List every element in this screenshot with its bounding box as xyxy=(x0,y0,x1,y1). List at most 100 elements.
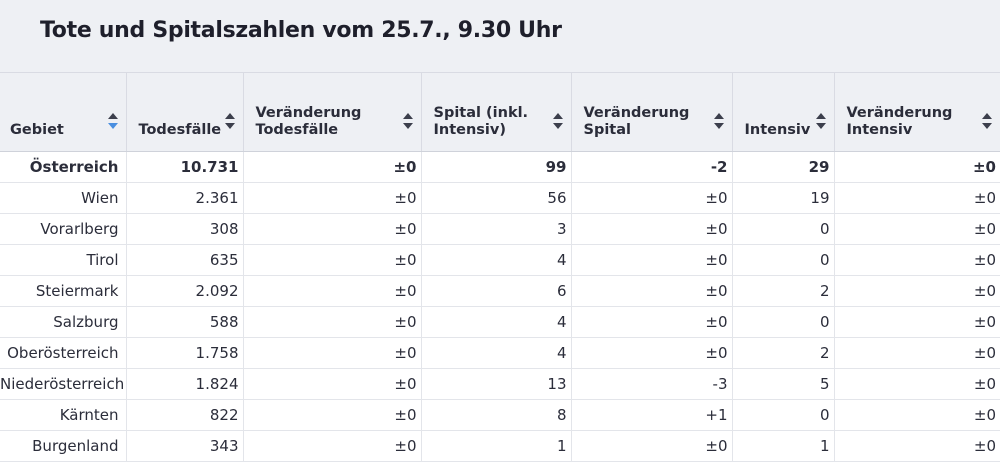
table-row: Niederösterreich 1.824 ±0 13 -3 5 ±0 xyxy=(0,368,1000,400)
cell-deaths-change: ±0 xyxy=(242,151,421,183)
sort-icon[interactable] xyxy=(713,113,724,129)
sort-icon[interactable] xyxy=(982,113,992,129)
cell-icu-change: ±0 xyxy=(833,151,1000,183)
cell-deaths: 308 xyxy=(125,213,243,245)
page-title: Tote und Spitalszahlen vom 25.7., 9.30 U… xyxy=(40,18,562,43)
cell-hospital: 13 xyxy=(420,368,571,400)
table-row: Oberösterreich 1.758 ±0 4 ±0 2 ±0 xyxy=(0,337,1000,369)
sort-icon[interactable] xyxy=(224,113,235,129)
cell-hospital-change: ±0 xyxy=(570,275,732,307)
cell-deaths: 1.758 xyxy=(125,337,243,369)
cell-hospital: 56 xyxy=(420,182,571,214)
column-header-spital[interactable]: Spital (inkl. Intensiv) xyxy=(420,73,571,152)
cell-deaths-change: ±0 xyxy=(242,244,421,276)
cell-icu: 29 xyxy=(731,151,834,183)
cell-region: Kärnten xyxy=(0,399,126,431)
cell-icu-change: ±0 xyxy=(833,399,1000,431)
cell-hospital-change: -2 xyxy=(570,151,732,183)
cell-icu-change: ±0 xyxy=(833,306,1000,338)
cell-deaths-change: ±0 xyxy=(242,399,421,431)
column-header-veraenderung-intensiv[interactable]: Veränderung Intensiv xyxy=(833,73,1000,152)
sort-active-icon[interactable] xyxy=(107,113,118,129)
cell-deaths-change: ±0 xyxy=(242,275,421,307)
cell-icu: 19 xyxy=(731,182,834,214)
table-header-row: Gebiet Todesfälle Veränderung Todesfälle… xyxy=(0,73,1000,152)
cell-icu: 0 xyxy=(731,306,834,338)
cell-region: Tirol xyxy=(0,244,126,276)
cell-icu-change: ±0 xyxy=(833,337,1000,369)
column-header-label: Gebiet xyxy=(10,122,64,138)
cell-hospital-change: ±0 xyxy=(570,306,732,338)
cell-deaths-change: ±0 xyxy=(242,213,421,245)
column-header-veraenderung-todesfaelle[interactable]: Veränderung Todesfälle xyxy=(242,73,421,152)
cell-deaths: 588 xyxy=(125,306,243,338)
cell-region: Niederösterreich xyxy=(0,368,126,400)
cell-deaths: 2.361 xyxy=(125,182,243,214)
cell-region: Salzburg xyxy=(0,306,126,338)
sort-icon[interactable] xyxy=(402,113,413,129)
cell-hospital: 3 xyxy=(420,213,571,245)
cell-hospital: 6 xyxy=(420,275,571,307)
cell-icu: 0 xyxy=(731,244,834,276)
column-header-label: Spital (inkl. Intensiv) xyxy=(433,105,529,138)
cell-icu: 0 xyxy=(731,213,834,245)
table-row: Steiermark 2.092 ±0 6 ±0 2 ±0 xyxy=(0,275,1000,307)
sort-icon[interactable] xyxy=(815,113,826,129)
cell-deaths: 1.824 xyxy=(125,368,243,400)
cell-deaths-change: ±0 xyxy=(242,368,421,400)
column-header-label: Veränderung Intensiv xyxy=(846,105,953,138)
cell-hospital-change: +1 xyxy=(570,399,732,431)
column-header-intensiv[interactable]: Intensiv xyxy=(731,73,834,152)
cell-hospital: 4 xyxy=(420,244,571,276)
cell-icu: 0 xyxy=(731,399,834,431)
cell-icu-change: ±0 xyxy=(833,430,1000,462)
cell-icu: 2 xyxy=(731,275,834,307)
cell-icu: 5 xyxy=(731,368,834,400)
column-header-veraenderung-spital[interactable]: Veränderung Spital xyxy=(570,73,732,152)
column-header-label: Veränderung Todesfälle xyxy=(255,105,362,138)
cell-deaths-change: ±0 xyxy=(242,337,421,369)
table-row: Kärnten 822 ±0 8 +1 0 ±0 xyxy=(0,399,1000,431)
cell-hospital-change: ±0 xyxy=(570,430,732,462)
cell-deaths-change: ±0 xyxy=(242,430,421,462)
cell-deaths-change: ±0 xyxy=(242,306,421,338)
table-row: Wien 2.361 ±0 56 ±0 19 ±0 xyxy=(0,182,1000,214)
column-header-label: Todesfälle xyxy=(138,122,222,138)
cell-region: Burgenland xyxy=(0,430,126,462)
data-table: Gebiet Todesfälle Veränderung Todesfälle… xyxy=(0,73,1000,462)
cell-hospital-change: ±0 xyxy=(570,337,732,369)
cell-icu-change: ±0 xyxy=(833,275,1000,307)
cell-hospital: 4 xyxy=(420,306,571,338)
cell-icu-change: ±0 xyxy=(833,213,1000,245)
cell-region: Wien xyxy=(0,182,126,214)
cell-icu-change: ±0 xyxy=(833,368,1000,400)
table-row: Salzburg 588 ±0 4 ±0 0 ±0 xyxy=(0,306,1000,338)
column-header-todesfaelle[interactable]: Todesfälle xyxy=(125,73,243,152)
sort-icon[interactable] xyxy=(552,113,563,129)
table-row: Tirol 635 ±0 4 ±0 0 ±0 xyxy=(0,244,1000,276)
table-row-total: Österreich 10.731 ±0 99 -2 29 ±0 xyxy=(0,151,1000,183)
cell-icu: 2 xyxy=(731,337,834,369)
column-header-label: Intensiv xyxy=(744,122,811,138)
cell-hospital: 4 xyxy=(420,337,571,369)
cell-region: Österreich xyxy=(0,151,126,183)
cell-icu-change: ±0 xyxy=(833,182,1000,214)
cell-deaths: 635 xyxy=(125,244,243,276)
table-row: Burgenland 343 ±0 1 ±0 1 ±0 xyxy=(0,430,1000,462)
cell-hospital-change: ±0 xyxy=(570,213,732,245)
cell-icu: 1 xyxy=(731,430,834,462)
cell-hospital: 99 xyxy=(420,151,571,183)
cell-region: Vorarlberg xyxy=(0,213,126,245)
table-row: Vorarlberg 308 ±0 3 ±0 0 ±0 xyxy=(0,213,1000,245)
cell-region: Steiermark xyxy=(0,275,126,307)
cell-deaths: 10.731 xyxy=(125,151,243,183)
cell-hospital-change: -3 xyxy=(570,368,732,400)
column-header-gebiet[interactable]: Gebiet xyxy=(0,73,126,152)
cell-deaths: 2.092 xyxy=(125,275,243,307)
cell-hospital-change: ±0 xyxy=(570,182,732,214)
cell-deaths-change: ±0 xyxy=(242,182,421,214)
cell-icu-change: ±0 xyxy=(833,244,1000,276)
cell-hospital: 1 xyxy=(420,430,571,462)
column-header-label: Veränderung Spital xyxy=(583,105,690,138)
cell-region: Oberösterreich xyxy=(0,337,126,369)
